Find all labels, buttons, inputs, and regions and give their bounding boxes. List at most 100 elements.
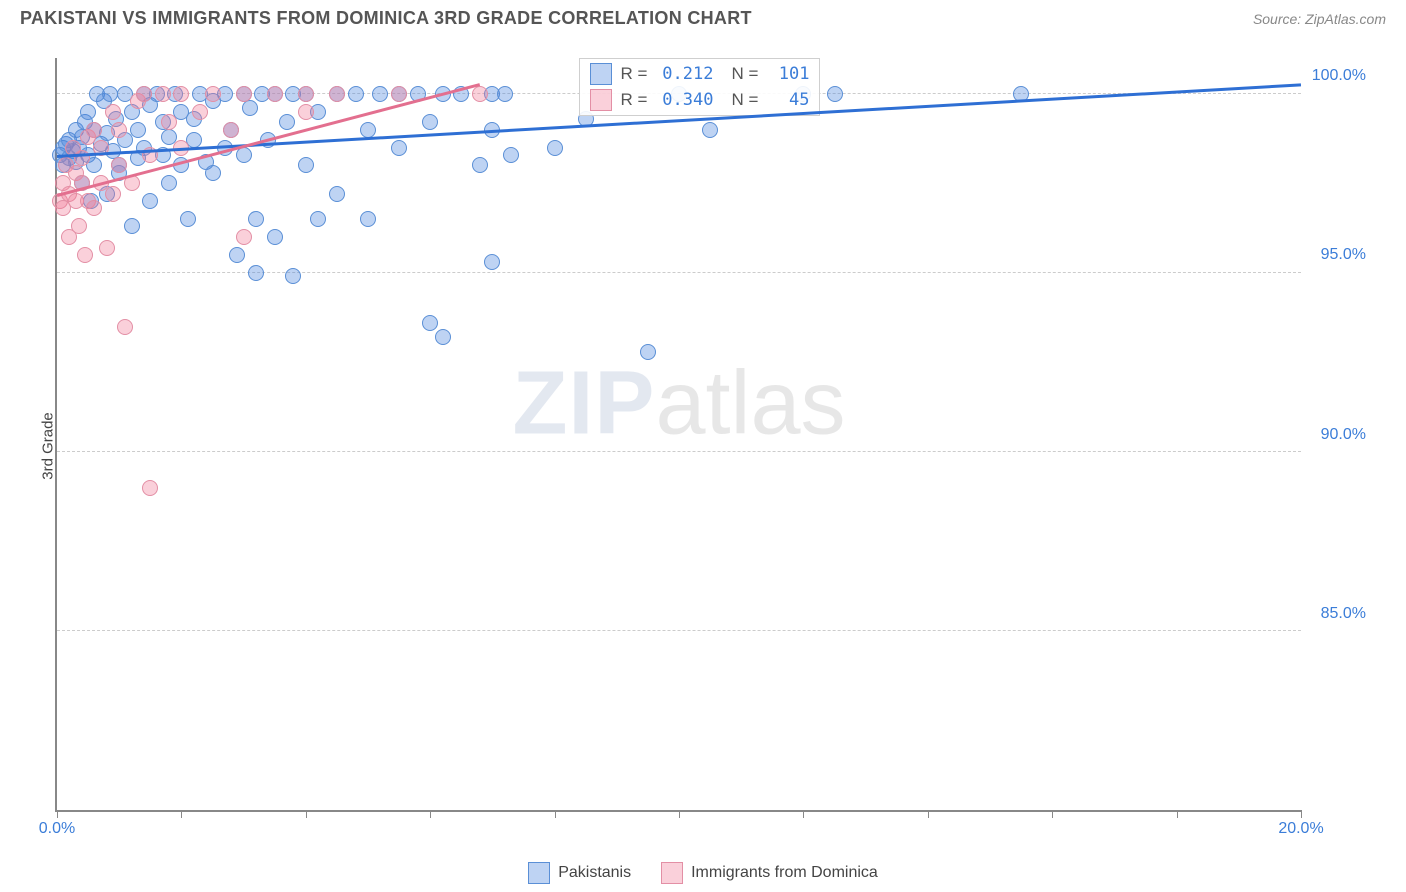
data-point <box>77 247 93 263</box>
stat-n-value: 101 <box>769 64 809 84</box>
data-point <box>105 186 121 202</box>
data-point <box>329 86 345 102</box>
data-point <box>236 86 252 102</box>
data-point <box>497 86 513 102</box>
data-point <box>229 247 245 263</box>
data-point <box>435 329 451 345</box>
x-tick <box>1301 810 1302 818</box>
stat-r-value: 0.340 <box>658 90 713 110</box>
stats-swatch-icon <box>590 63 612 85</box>
legend-label: Immigrants from Dominica <box>691 864 878 882</box>
legend-item: Pakistanis <box>528 862 631 884</box>
data-point <box>142 193 158 209</box>
data-point <box>105 104 121 120</box>
stat-n-label: N = <box>731 64 761 84</box>
watermark: ZIPatlas <box>512 352 845 455</box>
stats-row: R =0.212N =101 <box>580 61 819 87</box>
data-point <box>484 254 500 270</box>
data-point <box>117 319 133 335</box>
data-point <box>242 100 258 116</box>
legend-label: Pakistanis <box>558 864 631 882</box>
data-point <box>71 218 87 234</box>
data-point <box>86 122 102 138</box>
data-point <box>80 104 96 120</box>
watermark-part2: atlas <box>655 353 845 453</box>
watermark-part1: ZIP <box>512 353 655 453</box>
data-point <box>391 140 407 156</box>
data-point <box>130 122 146 138</box>
source-label: Source: ZipAtlas.com <box>1253 11 1386 27</box>
stat-n-label: N = <box>731 90 761 110</box>
stat-n-value: 45 <box>769 90 809 110</box>
data-point <box>102 86 118 102</box>
data-point <box>248 211 264 227</box>
data-point <box>173 86 189 102</box>
data-point <box>472 157 488 173</box>
stats-row: R = 0.340 N = 45 <box>580 87 819 113</box>
gridline <box>57 630 1301 631</box>
data-point <box>348 86 364 102</box>
data-point <box>329 186 345 202</box>
legend-swatch-icon <box>661 862 683 884</box>
data-point <box>360 122 376 138</box>
data-point <box>298 157 314 173</box>
data-point <box>391 86 407 102</box>
data-point <box>547 140 563 156</box>
data-point <box>236 147 252 163</box>
data-point <box>422 315 438 331</box>
data-point <box>298 104 314 120</box>
x-tick <box>306 810 307 818</box>
data-point <box>161 114 177 130</box>
x-tick-label: 20.0% <box>1278 820 1323 838</box>
stat-r-value: 0.212 <box>658 64 713 84</box>
data-point <box>124 218 140 234</box>
data-point <box>192 104 208 120</box>
x-tick <box>679 810 680 818</box>
data-point <box>248 265 264 281</box>
x-tick <box>1177 810 1178 818</box>
data-point <box>86 200 102 216</box>
stats-swatch-icon <box>590 89 612 111</box>
y-axis-label: 3rd Grade <box>39 412 56 480</box>
gridline <box>57 272 1301 273</box>
stat-r-label: R = <box>620 90 650 110</box>
data-point <box>827 86 843 102</box>
x-tick <box>1052 810 1053 818</box>
data-point <box>298 86 314 102</box>
data-point <box>180 211 196 227</box>
y-tick-label: 85.0% <box>1306 605 1366 623</box>
data-point <box>503 147 519 163</box>
legend-bottom: Pakistanis Immigrants from Dominica <box>0 862 1406 884</box>
legend-swatch-icon <box>528 862 550 884</box>
x-tick <box>57 810 58 818</box>
x-tick-label: 0.0% <box>39 820 75 838</box>
data-point <box>640 344 656 360</box>
data-point <box>136 86 152 102</box>
data-point <box>267 86 283 102</box>
data-point <box>155 86 171 102</box>
y-tick-label: 90.0% <box>1306 426 1366 444</box>
data-point <box>223 122 239 138</box>
data-point <box>267 229 283 245</box>
x-tick <box>181 810 182 818</box>
data-point <box>205 86 221 102</box>
y-tick-label: 95.0% <box>1306 246 1366 264</box>
data-point <box>111 157 127 173</box>
x-tick <box>803 810 804 818</box>
stats-box: R = 0.212 N = 101 R = 0.340 N = 45 <box>579 58 820 116</box>
data-point <box>111 122 127 138</box>
data-point <box>236 229 252 245</box>
data-point <box>372 86 388 102</box>
plot-area: ZIPatlas 0.0%20.0%R =0.212N =101R =0.340… <box>55 58 1301 812</box>
x-tick <box>928 810 929 818</box>
x-tick <box>430 810 431 818</box>
data-point <box>360 211 376 227</box>
data-point <box>702 122 718 138</box>
data-point <box>310 211 326 227</box>
chart-title: PAKISTANI VS IMMIGRANTS FROM DOMINICA 3R… <box>20 8 752 29</box>
data-point <box>142 480 158 496</box>
legend-item: Immigrants from Dominica <box>661 862 878 884</box>
chart-area: ZIPatlas 0.0%20.0%R =0.212N =101R =0.340… <box>55 48 1376 832</box>
data-point <box>99 240 115 256</box>
data-point <box>285 268 301 284</box>
